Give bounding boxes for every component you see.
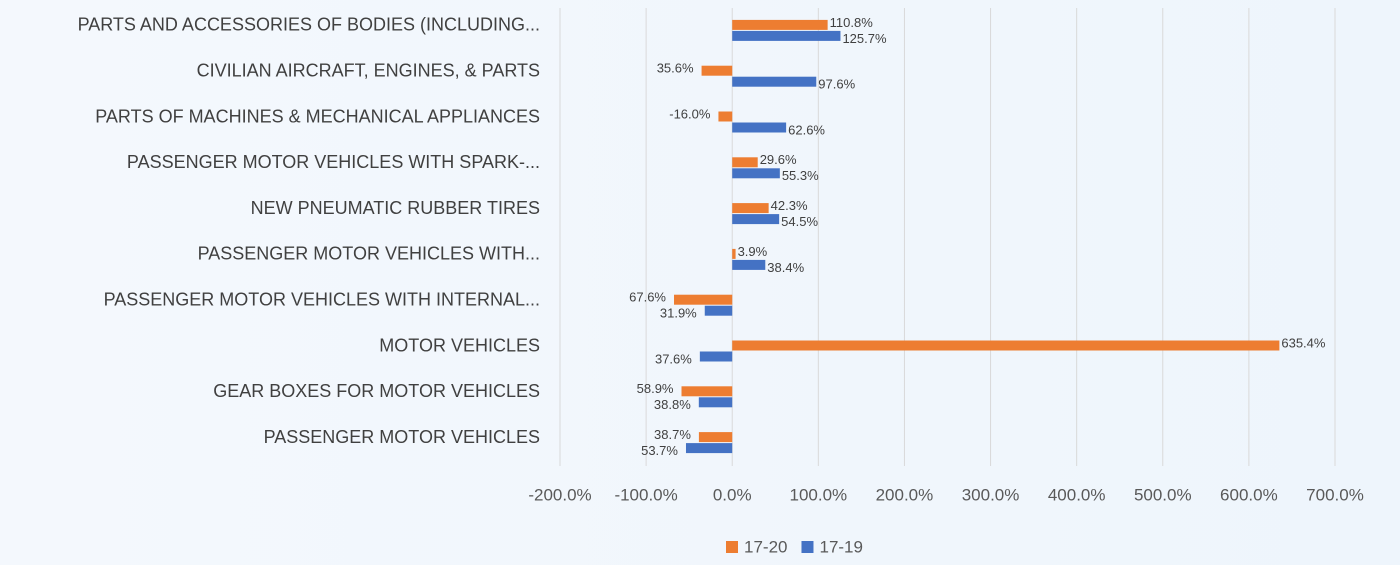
x-tick-label: -200.0% <box>528 485 591 504</box>
bar <box>732 168 780 179</box>
bar <box>732 19 828 30</box>
bar <box>699 351 733 362</box>
x-tick-label: 500.0% <box>1134 485 1192 504</box>
data-label: 42.3% <box>771 198 808 213</box>
data-label: 38.7% <box>654 427 691 442</box>
x-tick-label: 200.0% <box>876 485 934 504</box>
bar <box>674 294 733 305</box>
category-label: PASSENGER MOTOR VEHICLES WITH SPARK-... <box>127 152 540 172</box>
data-label: 67.6% <box>629 290 666 305</box>
bar <box>718 111 733 122</box>
category-label: PARTS AND ACCESSORIES OF BODIES (INCLUDI… <box>78 15 540 35</box>
x-tick-label: 400.0% <box>1048 485 1106 504</box>
legend-swatch <box>801 541 814 553</box>
bar <box>698 397 733 408</box>
bar <box>732 122 787 133</box>
x-tick-label: 100.0% <box>789 485 847 504</box>
bar <box>732 248 736 259</box>
x-tick-label: -100.0% <box>614 485 677 504</box>
data-label: 635.4% <box>1281 335 1326 350</box>
data-label: 29.6% <box>760 152 797 167</box>
data-label: 110.8% <box>830 15 874 30</box>
data-label: 38.8% <box>654 397 691 412</box>
bar <box>732 214 780 225</box>
bar <box>732 30 841 41</box>
data-label: 3.9% <box>738 244 768 259</box>
bar <box>685 443 733 454</box>
category-label: PASSENGER MOTOR VEHICLES <box>264 427 540 447</box>
category-label: GEAR BOXES FOR MOTOR VEHICLES <box>213 381 540 401</box>
category-label: CIVILIAN AIRCRAFT, ENGINES, & PARTS <box>197 60 540 80</box>
bar <box>732 76 817 87</box>
x-tick-label: 600.0% <box>1220 485 1278 504</box>
category-label: MOTOR VEHICLES <box>379 335 540 355</box>
x-tick-label: 300.0% <box>962 485 1020 504</box>
bar <box>681 386 733 397</box>
bar <box>704 305 733 316</box>
legend-label: 17-20 <box>744 537 787 556</box>
data-label: 58.9% <box>637 381 674 396</box>
bar <box>732 340 1280 351</box>
bar <box>732 259 766 270</box>
data-label: 35.6% <box>657 61 694 76</box>
data-label: 53.7% <box>641 443 678 458</box>
data-label: 62.6% <box>788 122 825 137</box>
data-label: 55.3% <box>782 168 819 183</box>
data-label: 37.6% <box>655 351 692 366</box>
legend-label: 17-19 <box>819 537 862 556</box>
data-label: -16.0% <box>669 106 711 121</box>
data-label: 54.5% <box>781 214 818 229</box>
category-label: PARTS OF MACHINES & MECHANICAL APPLIANCE… <box>95 106 540 126</box>
bar <box>732 203 769 214</box>
category-label: PASSENGER MOTOR VEHICLES WITH INTERNAL..… <box>104 289 540 309</box>
x-tick-label: 0.0% <box>713 485 752 504</box>
legend-swatch <box>726 541 738 553</box>
bar <box>698 432 733 443</box>
data-label: 125.7% <box>842 31 887 46</box>
bar <box>701 65 733 76</box>
x-tick-label: 700.0% <box>1306 485 1364 504</box>
data-label: 31.9% <box>660 306 697 321</box>
bar <box>732 157 758 168</box>
category-label: PASSENGER MOTOR VEHICLES WITH... <box>198 244 540 264</box>
data-label: 38.4% <box>767 260 804 275</box>
category-label: NEW PNEUMATIC RUBBER TIRES <box>251 198 540 218</box>
data-label: 97.6% <box>818 77 855 92</box>
